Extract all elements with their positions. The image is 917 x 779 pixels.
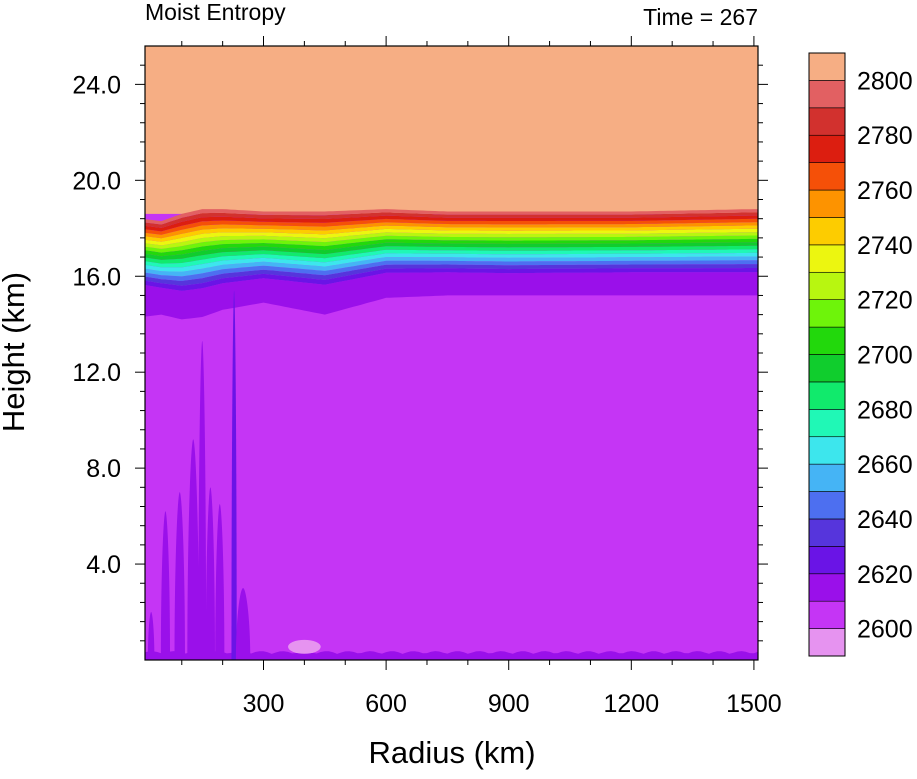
colorbar-box-13	[808, 271, 846, 300]
colorbar-box-9	[808, 381, 846, 410]
y-tick-label-12: 12.0	[72, 359, 121, 387]
contour-band-2710	[145, 235, 758, 253]
colorbar-box-0	[808, 628, 846, 657]
contour-band-2720	[145, 232, 758, 249]
x-tick-label-600: 600	[365, 690, 407, 718]
colorbar-label-2680: 2680	[857, 396, 913, 424]
contour-band-2620	[145, 268, 758, 291]
contour-band-2610	[145, 272, 758, 320]
colorbar-label-2640: 2640	[857, 506, 913, 534]
surface-layer	[145, 651, 758, 660]
colorbar: 2600 2620 2640 2660 2680 2700 2720 2740 2760 2780…	[808, 52, 913, 657]
colorbar-label-2700: 2700	[857, 342, 913, 370]
colorbar-label-2740: 2740	[857, 232, 913, 260]
region-below-2600	[288, 639, 321, 654]
contour-band-2740	[145, 225, 758, 242]
contour-band-2700	[145, 238, 758, 257]
x-tick-label-900: 900	[488, 690, 530, 718]
contour-band-2780	[145, 212, 758, 228]
region-above-2800	[145, 46, 758, 214]
colorbar-box-4	[808, 518, 846, 547]
colorbar-box-17	[808, 162, 846, 191]
chart-title: Moist Entropy	[145, 0, 286, 25]
plume-3	[174, 492, 185, 660]
colorbar-box-11	[808, 326, 846, 355]
x-tick-label-300: 300	[243, 690, 285, 718]
x-tick-label-1500: 1500	[726, 690, 782, 718]
contour-band-2760	[145, 218, 758, 235]
contour-band-2670	[145, 249, 758, 268]
plot-area	[145, 46, 758, 660]
colorbar-box-3	[808, 546, 846, 575]
colorbar-label-2600: 2600	[857, 616, 913, 644]
contour-band-2650	[145, 256, 758, 277]
contour-band-2680	[145, 245, 758, 264]
colorbar-label-2780: 2780	[857, 122, 913, 150]
colorbar-box-20	[808, 80, 846, 109]
plume-8	[231, 290, 237, 660]
colorbar-box-12	[808, 299, 846, 328]
colorbar-box-21	[808, 52, 846, 81]
plume-1	[147, 612, 155, 660]
chart-subtitle: Time = 267	[643, 4, 758, 30]
colorbar-label-2800: 2800	[857, 67, 913, 95]
plume-9	[235, 588, 251, 660]
y-tick-label-4: 4.0	[86, 551, 121, 579]
contour-band-2730	[145, 228, 758, 246]
plume-5	[198, 341, 207, 660]
colorbar-box-2	[808, 573, 846, 602]
colorbar-label-2720: 2720	[857, 287, 913, 315]
colorbar-box-6	[808, 463, 846, 492]
colorbar-box-14	[808, 244, 846, 273]
y-tick-label-24: 24.0	[72, 71, 121, 99]
colorbar-box-5	[808, 491, 846, 520]
contour-band-2770	[145, 215, 758, 232]
contour-band-2640	[145, 260, 758, 281]
contour-band-2690	[145, 242, 758, 260]
contour-band-2750	[145, 222, 758, 239]
plume-2	[160, 511, 171, 660]
colorbar-label-2760: 2760	[857, 177, 913, 205]
x-tick-label-1200: 1200	[604, 690, 660, 718]
colorbar-label-2620: 2620	[857, 561, 913, 589]
colorbar-box-19	[808, 107, 846, 136]
plume-6	[205, 487, 215, 660]
x-axis-label: Radius (km)	[368, 735, 535, 770]
colorbar-box-15	[808, 217, 846, 246]
y-tick-label-20: 20.0	[72, 167, 121, 195]
colorbar-box-10	[808, 354, 846, 383]
contour-band-2630	[145, 264, 758, 286]
colorbar-box-18	[808, 134, 846, 163]
colorbar-box-7	[808, 436, 846, 465]
y-axis-label: Height (km)	[0, 272, 31, 432]
y-tick-label-8: 8.0	[86, 455, 121, 483]
axes: 300 600 900 1200 1500 4.0 8.0 12.0 16.0 20.0 24.0	[72, 36, 782, 718]
plume-7	[215, 504, 225, 660]
colorbar-box-16	[808, 189, 846, 218]
colorbar-label-2660: 2660	[857, 451, 913, 479]
colorbar-box-8	[808, 409, 846, 438]
plume-4	[187, 439, 200, 660]
contour-band-2660	[145, 252, 758, 272]
contour-band-2790	[145, 209, 758, 225]
y-tick-label-16: 16.0	[72, 263, 121, 291]
colorbar-frame	[808, 52, 846, 657]
colorbar-box-1	[808, 600, 846, 629]
